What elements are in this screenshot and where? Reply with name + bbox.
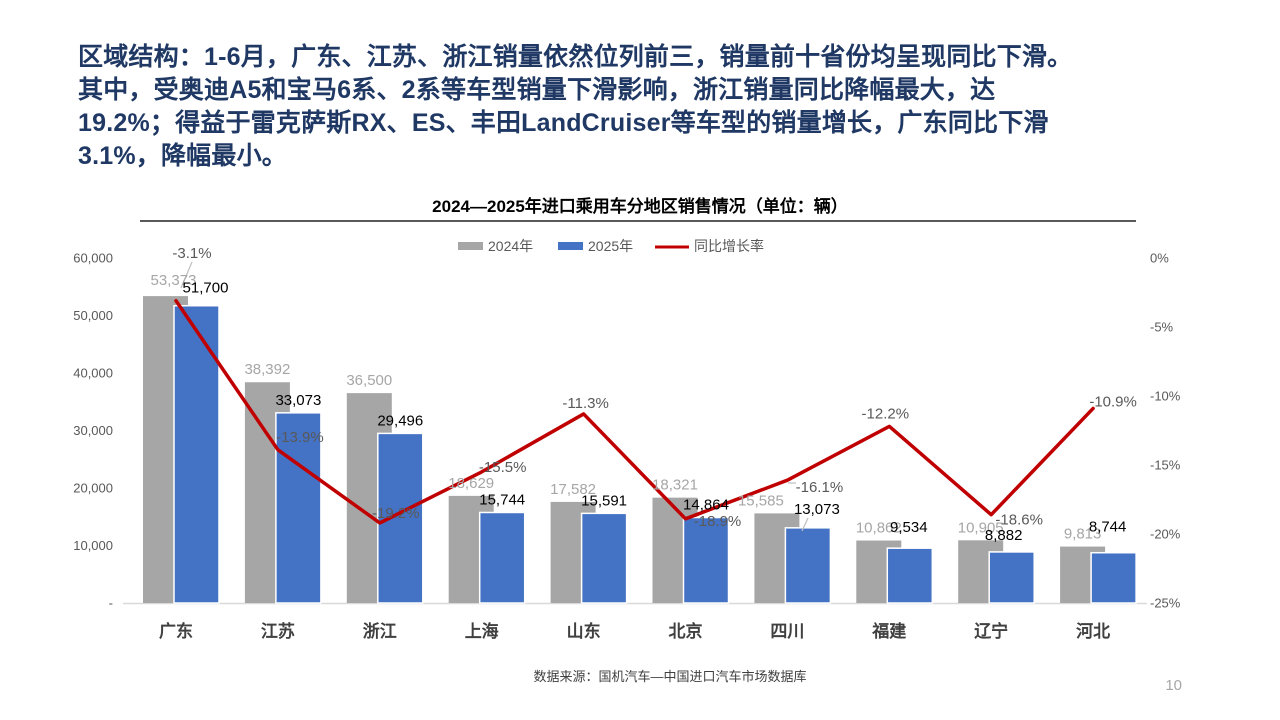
bar-label-2025: 15,744 bbox=[479, 491, 525, 508]
label-leader-line bbox=[801, 517, 809, 532]
bar-label-2025: 29,496 bbox=[377, 412, 423, 429]
right-axis-tick: -5% bbox=[1150, 320, 1174, 335]
growth-line bbox=[174, 299, 1095, 525]
legend-swatch-2025 bbox=[558, 242, 583, 250]
bar-label-2025: 33,073 bbox=[275, 392, 321, 409]
bar-2025 bbox=[377, 432, 424, 604]
left-axis-tick: 20,000 bbox=[73, 481, 113, 496]
left-axis-tick: 10,000 bbox=[73, 538, 113, 553]
legend-label-growth: 同比增长率 bbox=[694, 238, 764, 254]
bar-2025 bbox=[580, 512, 628, 604]
bar-label-2025: 13,073 bbox=[794, 501, 840, 518]
category-label: 广东 bbox=[159, 621, 193, 641]
bar-2025 bbox=[275, 412, 322, 604]
bar-label-2024: 17,582 bbox=[550, 481, 596, 498]
headline: 区域结构：1-6月，广东、江苏、浙江销量依然位列前三，销量前十省份均呈现同比下滑… bbox=[78, 43, 1073, 170]
bar-2025 bbox=[886, 547, 934, 604]
left-axis-tick: 40,000 bbox=[73, 366, 113, 381]
bar-2025 bbox=[478, 511, 526, 604]
bar-label-2024: 10,862 bbox=[856, 520, 902, 537]
bar-2025 bbox=[1090, 551, 1137, 604]
bar-label-2024: 18,321 bbox=[652, 477, 698, 494]
growth-label: -11.3% bbox=[562, 395, 608, 412]
legend-label-2024: 2024年 bbox=[488, 238, 533, 254]
category-label: 福建 bbox=[871, 621, 906, 641]
growth-label: -10.9% bbox=[1089, 393, 1137, 410]
category-label: 辽宁 bbox=[974, 621, 1008, 641]
growth-label: -13.9% bbox=[276, 429, 324, 446]
bar-2025 bbox=[988, 551, 1035, 604]
category-label: 四川 bbox=[770, 622, 804, 641]
chart-title-underline bbox=[140, 220, 1136, 222]
growth-label: -12.2% bbox=[862, 405, 910, 422]
category-label: 江苏 bbox=[261, 621, 295, 641]
category-label: 山东 bbox=[567, 621, 601, 641]
bar-label-2025: 15,591 bbox=[581, 492, 627, 509]
right-axis-tick: 0% bbox=[1150, 251, 1169, 266]
bar-label-2025: 8,882 bbox=[985, 527, 1023, 544]
bar-label-2025: 8,744 bbox=[1089, 519, 1127, 536]
growth-label: -16.1% bbox=[796, 479, 844, 496]
bar-label-2024: 18,629 bbox=[448, 475, 494, 492]
left-axis-tick: 30,000 bbox=[73, 423, 113, 438]
source-note: 数据来源：国机汽车—中国进口汽车市场数据库 bbox=[533, 669, 807, 684]
growth-label: -3.1% bbox=[172, 245, 211, 262]
growth-label: -18.9% bbox=[694, 513, 742, 530]
right-axis-tick: -15% bbox=[1150, 458, 1181, 473]
bar-label-2024: 38,392 bbox=[244, 361, 290, 378]
growth-label: -18.6% bbox=[995, 512, 1043, 529]
left-axis-tick: 50,000 bbox=[73, 308, 113, 323]
legend-swatch-2024 bbox=[458, 242, 483, 250]
bar-label-2025: 14,864 bbox=[683, 497, 729, 514]
chart-title: 2024—2025年进口乘用车分地区销售情况（单位：辆） bbox=[432, 197, 848, 216]
bar-label-2024: 10,905 bbox=[958, 519, 1004, 536]
category-label: 北京 bbox=[669, 621, 703, 641]
legend-label-2025: 2025年 bbox=[588, 238, 633, 254]
left-axis-tick: - bbox=[109, 596, 113, 611]
right-axis-tick: -20% bbox=[1150, 527, 1181, 542]
bar-label-2024: 53,373 bbox=[151, 272, 197, 289]
bar-label-2025: 51,700 bbox=[183, 280, 229, 297]
left-axis-tick: 60,000 bbox=[73, 251, 113, 266]
category-label: 浙江 bbox=[363, 621, 397, 641]
right-axis-tick: -25% bbox=[1150, 596, 1181, 611]
bar-2025 bbox=[784, 527, 832, 604]
bar-2025 bbox=[173, 304, 220, 604]
right-axis-tick: -10% bbox=[1150, 389, 1181, 404]
bar-label-2024: 15,585 bbox=[738, 492, 784, 509]
bar-label-2024: 9,813 bbox=[1064, 526, 1102, 543]
page-number: 10 bbox=[1165, 677, 1182, 694]
bar-label-2025: 9,534 bbox=[890, 519, 928, 536]
category-label: 河北 bbox=[1076, 622, 1110, 641]
growth-label: -19.2% bbox=[372, 505, 420, 522]
label-leader-line bbox=[180, 261, 193, 289]
bar-2025 bbox=[682, 516, 730, 604]
category-label: 上海 bbox=[465, 621, 499, 641]
bar-label-2024: 36,500 bbox=[346, 372, 392, 389]
growth-label: -15.5% bbox=[479, 459, 527, 476]
